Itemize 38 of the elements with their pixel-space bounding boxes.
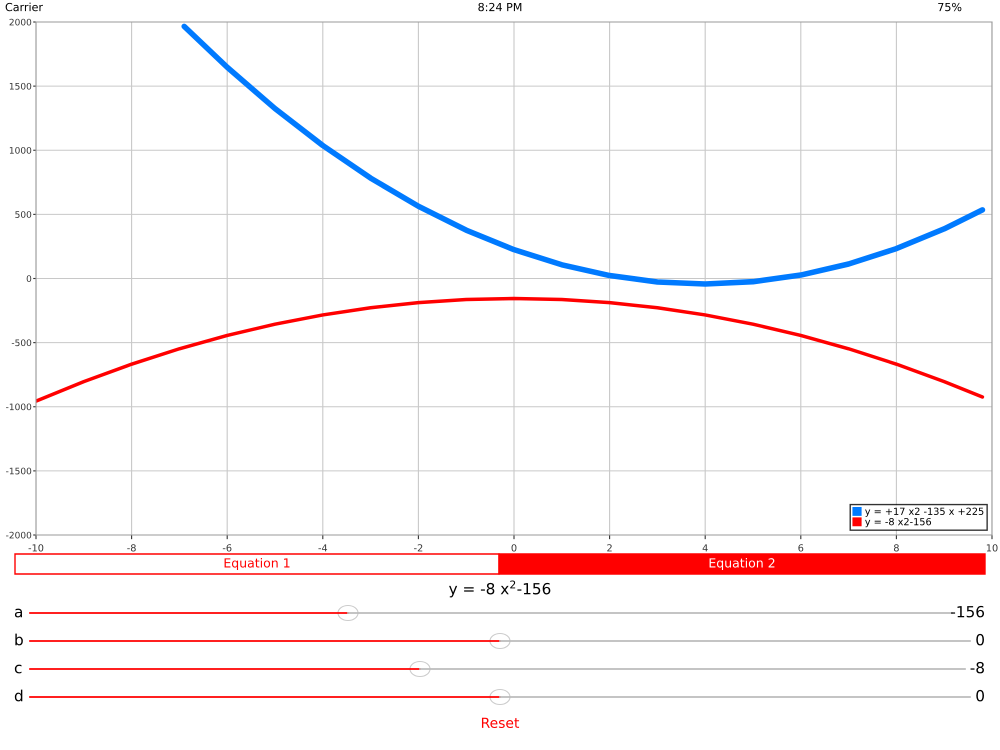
text: 8:24 PM	[478, 2, 522, 12]
x-tick-label: -2	[414, 544, 422, 552]
x-tick-label: -6	[222, 544, 232, 552]
x-tick-label: -4	[318, 544, 328, 552]
y-tick-label: -1500	[6, 468, 32, 474]
text: y = -8 x$^{2}$-156	[449, 580, 550, 598]
x-tick-label: 2	[607, 544, 612, 552]
x-tick-label: 4	[702, 544, 708, 552]
text: c	[14, 664, 22, 674]
y-tick-label: -500	[12, 339, 32, 346]
text: -156	[951, 606, 984, 618]
y-tick-label: 0	[26, 275, 32, 282]
text: 0	[976, 634, 984, 646]
x-tick-label: -8	[127, 544, 136, 552]
y-tick-label: -2000	[6, 532, 32, 539]
line-series	[36, 296, 984, 403]
text: 75%	[938, 2, 962, 12]
x-tick-label: 0	[512, 544, 516, 552]
y-tick-label: -1000	[6, 403, 32, 410]
legend-label: y = -8 x2-156	[865, 518, 932, 528]
y-tick-label: 500	[15, 211, 32, 218]
y-tick-label: 1500	[10, 82, 32, 90]
text: 0	[976, 690, 984, 702]
x-tick-label: -10	[28, 544, 44, 552]
text: Equation 1	[224, 558, 290, 570]
y-tick-label: 1000	[10, 146, 32, 154]
x-tick-label: 6	[798, 544, 804, 552]
x-tick-label: 8	[894, 544, 899, 552]
y-tick-label: 2000	[10, 18, 32, 26]
x-tick-label: 10	[986, 544, 998, 552]
text: -8	[970, 662, 984, 674]
text: Reset	[482, 718, 520, 728]
legend-label: y = +17 x2 -135 x +225	[865, 508, 984, 517]
text: Equation 2	[710, 558, 774, 570]
text: Carrier	[6, 2, 43, 12]
text: a	[14, 608, 22, 618]
text: b	[15, 634, 23, 646]
text: d	[14, 690, 22, 702]
